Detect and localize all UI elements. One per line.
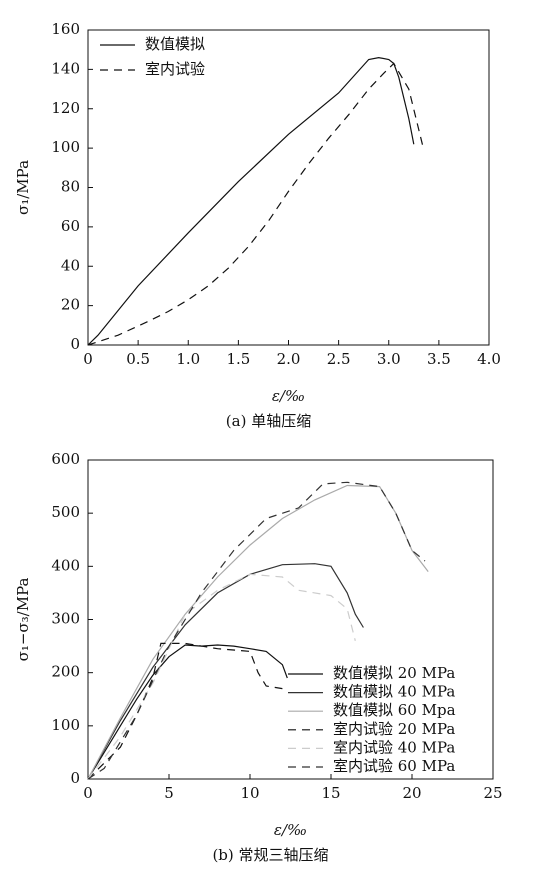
x-tick-label: 4.0 (477, 350, 501, 368)
x-tick-label: 0 (83, 784, 93, 802)
y-tick-label: 600 (51, 450, 80, 468)
y-tick-label: 40 (61, 256, 80, 274)
x-tick-label: 15 (321, 784, 340, 802)
legend-label: 数值模拟 (145, 35, 205, 53)
data-line (87, 573, 356, 780)
x-tick-label: 0 (83, 350, 93, 368)
data-line (87, 56, 415, 346)
y-tick-label: 160 (51, 20, 80, 38)
y-tick-label: 200 (51, 663, 80, 681)
x-tick-label: 5 (164, 784, 174, 802)
y-tick-label: 300 (51, 610, 80, 628)
legend-label: 数值模拟 20 MPa (333, 664, 455, 682)
x-tick-label: 10 (240, 784, 259, 802)
x-tick-label: 2.0 (277, 350, 301, 368)
y-tick-label: 100 (51, 716, 80, 734)
y-tick-label: 0 (70, 335, 80, 353)
y-tick-label: 20 (61, 296, 80, 314)
data-line (87, 642, 283, 780)
y-tick-label: 80 (61, 178, 80, 196)
x-tick-label: 3.0 (377, 350, 401, 368)
y-axis-label: σ₁/MPa (14, 160, 32, 215)
legend-label: 室内试验 40 MPa (333, 738, 455, 756)
data-line (87, 62, 425, 346)
data-line (87, 563, 364, 780)
y-tick-label: 60 (61, 217, 80, 235)
y-axis-label: σ₁−σ₃/MPa (14, 578, 32, 662)
legend-label: 室内试验 (145, 60, 205, 78)
x-tick-label: 2.5 (327, 350, 351, 368)
y-tick-label: 0 (70, 769, 80, 787)
x-tick-label: 20 (402, 784, 421, 802)
legend-label: 室内试验 60 MPa (333, 757, 455, 775)
y-tick-label: 400 (51, 556, 80, 574)
caption: (a) 单轴压缩 (226, 412, 311, 430)
data-line (87, 484, 429, 780)
y-tick-label: 100 (51, 138, 80, 156)
legend-label: 数值模拟 40 MPa (333, 683, 455, 701)
x-tick-label: 25 (483, 784, 502, 802)
x-axis-label: ε/‰ (274, 821, 307, 839)
x-tick-label: 1.5 (226, 350, 250, 368)
y-tick-label: 500 (51, 503, 80, 521)
y-tick-label: 120 (51, 99, 80, 117)
x-axis-label: ε/‰ (272, 387, 305, 405)
data-line (87, 481, 426, 780)
caption: (b) 常规三轴压缩 (212, 846, 328, 864)
legend-label: 室内试验 20 MPa (333, 720, 455, 738)
y-tick-label: 140 (51, 59, 80, 77)
x-tick-label: 0.5 (126, 350, 150, 368)
data-line (87, 644, 288, 780)
x-tick-label: 3.5 (427, 350, 451, 368)
x-tick-label: 1.0 (176, 350, 200, 368)
legend-label: 数值模拟 60 Mpa (333, 701, 456, 719)
